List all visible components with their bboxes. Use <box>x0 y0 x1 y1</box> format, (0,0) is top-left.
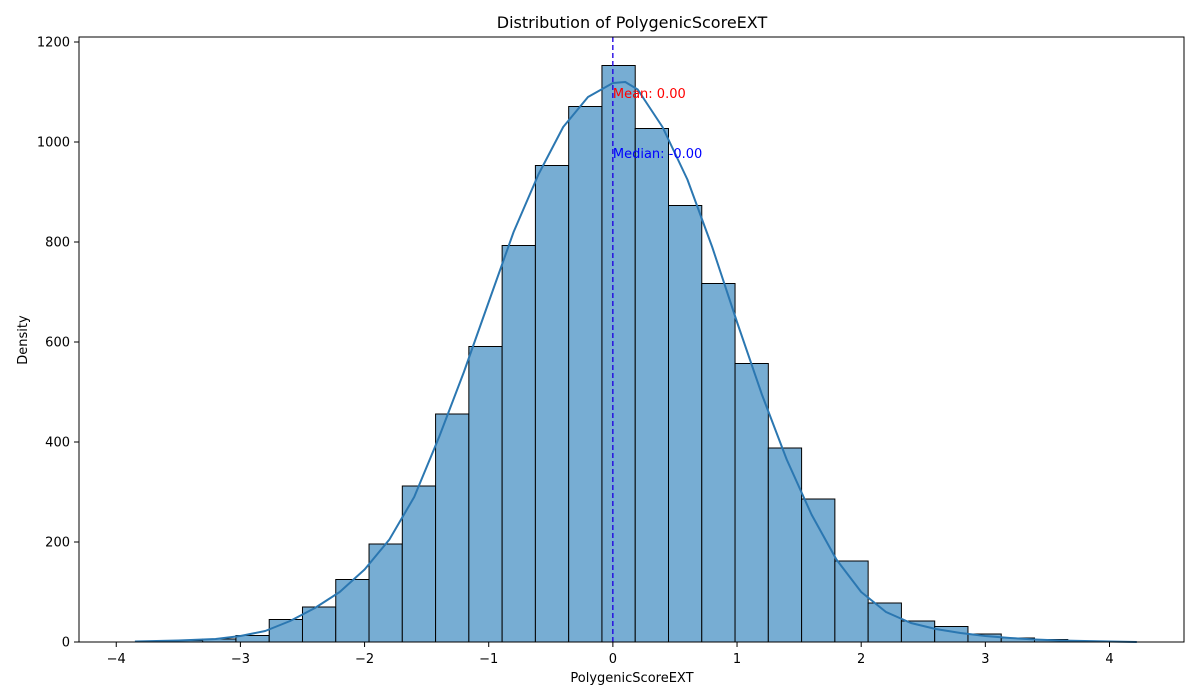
y-axis-label: Density <box>16 315 31 365</box>
histogram-bar <box>767 447 803 643</box>
kde-curve-layer <box>134 81 1137 643</box>
histogram-bar <box>601 65 636 643</box>
histogram-bar <box>634 128 669 643</box>
median-annotation: Median: -0.00 <box>613 147 702 162</box>
histogram-bar <box>867 602 902 643</box>
mean-annotation: Mean: 0.00 <box>613 87 686 102</box>
x-tick-label: −3 <box>231 652 250 667</box>
y-tick-label: 0 <box>62 636 70 651</box>
x-tick-label: −2 <box>355 652 374 667</box>
x-axis-ticks: −4 −3 −2 −1 0 1 2 3 4 <box>107 642 1114 667</box>
x-tick-label: 2 <box>857 652 865 667</box>
histogram-bar <box>435 413 470 643</box>
histogram-bar <box>834 560 869 643</box>
histogram-bar <box>667 205 703 643</box>
histogram-bars <box>135 65 1135 643</box>
histogram-bar <box>734 363 769 643</box>
plot-area-frame <box>78 36 1185 643</box>
histogram-bar <box>501 245 536 643</box>
x-tick-label: −4 <box>107 652 126 667</box>
y-tick-label: 1200 <box>37 36 70 51</box>
kde-line <box>134 81 1137 643</box>
histogram-bar <box>335 579 370 643</box>
x-tick-label: 0 <box>609 652 617 667</box>
histogram-bar <box>468 346 503 643</box>
y-axis-ticks: 0 200 400 600 800 1000 1200 <box>37 36 79 651</box>
histogram-bar <box>801 498 836 643</box>
histogram-bar <box>701 283 736 643</box>
y-tick-label: 400 <box>45 436 70 451</box>
histogram-bar <box>401 485 437 643</box>
y-tick-label: 600 <box>45 336 70 351</box>
y-tick-label: 800 <box>45 236 70 251</box>
x-tick-label: −1 <box>479 652 498 667</box>
x-tick-label: 3 <box>981 652 989 667</box>
x-axis-label: PolygenicScoreEXT <box>570 671 693 686</box>
x-tick-label: 4 <box>1105 652 1113 667</box>
histogram-bar <box>568 106 603 643</box>
y-tick-label: 200 <box>45 536 70 551</box>
chart-title: Distribution of PolygenicScoreEXT <box>497 13 768 32</box>
x-tick-label: 1 <box>733 652 741 667</box>
y-tick-label: 1000 <box>37 136 70 151</box>
histogram-bar <box>534 165 570 643</box>
